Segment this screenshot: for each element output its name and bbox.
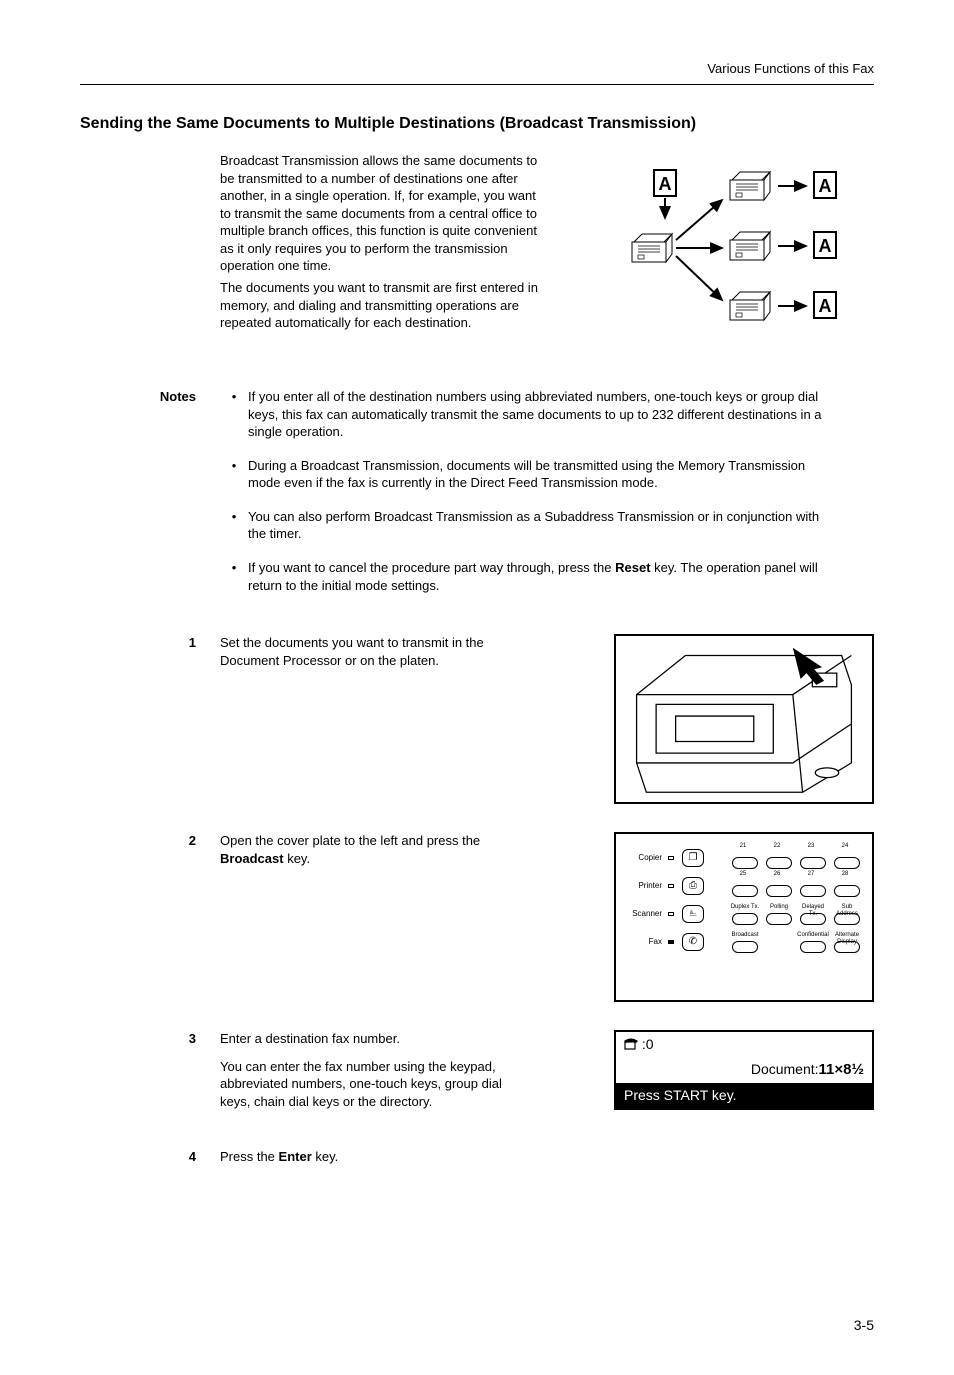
step-text: Press the Enter key. bbox=[220, 1148, 534, 1166]
step-number: 4 bbox=[80, 1148, 220, 1176]
intro-block: Broadcast Transmission allows the same d… bbox=[80, 152, 874, 352]
page-header: Various Functions of this Fax bbox=[80, 60, 874, 85]
phone-icon bbox=[624, 1038, 638, 1050]
copier-mode-icon: ❐ bbox=[682, 849, 704, 867]
intro-paragraph-1: Broadcast Transmission allows the same d… bbox=[220, 152, 540, 275]
notes-block: Notes •If you enter all of the destinati… bbox=[80, 388, 874, 610]
scanner-mode-icon: ⎁ bbox=[682, 905, 704, 923]
step-number: 2 bbox=[80, 832, 220, 1002]
lcd-line-1: :0 bbox=[616, 1032, 872, 1057]
page-number: 3-5 bbox=[80, 1316, 874, 1335]
printer-mode-icon: ⎙ bbox=[682, 877, 704, 895]
step-text: Set the documents you want to transmit i… bbox=[220, 634, 534, 669]
broadcast-diagram: A bbox=[614, 152, 874, 352]
note-item: • If you want to cancel the procedure pa… bbox=[220, 559, 874, 594]
step-number: 3 bbox=[80, 1030, 220, 1120]
step-3: 3 Enter a destination fax number. You ca… bbox=[80, 1030, 874, 1120]
step-text: Open the cover plate to the left and pre… bbox=[220, 832, 534, 867]
note-item: •During a Broadcast Transmission, docume… bbox=[220, 457, 874, 492]
lcd-display: :0 Document:11×8½ Press START key. bbox=[614, 1030, 874, 1110]
broadcast-button bbox=[732, 941, 758, 953]
notes-label: Notes bbox=[80, 388, 220, 610]
step-number: 1 bbox=[80, 634, 220, 804]
step-4: 4 Press the Enter key. bbox=[80, 1148, 874, 1176]
control-panel-illustration: Copier ❐ 21 22 23 24 Printer ⎙ 25 26 27 bbox=[614, 832, 874, 1002]
lcd-line-2: Document:11×8½ bbox=[616, 1057, 872, 1083]
step-text: Enter a destination fax number. bbox=[220, 1030, 534, 1048]
step-text-detail: You can enter the fax number using the k… bbox=[220, 1058, 534, 1111]
step-2: 2 Open the cover plate to the left and p… bbox=[80, 832, 874, 1002]
section-title: Sending the Same Documents to Multiple D… bbox=[80, 113, 874, 135]
note-item: •If you enter all of the destination num… bbox=[220, 388, 874, 441]
lcd-line-3: Press START key. bbox=[616, 1083, 872, 1108]
note-item: •You can also perform Broadcast Transmis… bbox=[220, 508, 874, 543]
intro-paragraph-2: The documents you want to transmit are f… bbox=[220, 279, 540, 332]
printer-illustration bbox=[614, 634, 874, 804]
step-1: 1 Set the documents you want to transmit… bbox=[80, 634, 874, 804]
fax-mode-icon: ✆ bbox=[682, 933, 704, 951]
